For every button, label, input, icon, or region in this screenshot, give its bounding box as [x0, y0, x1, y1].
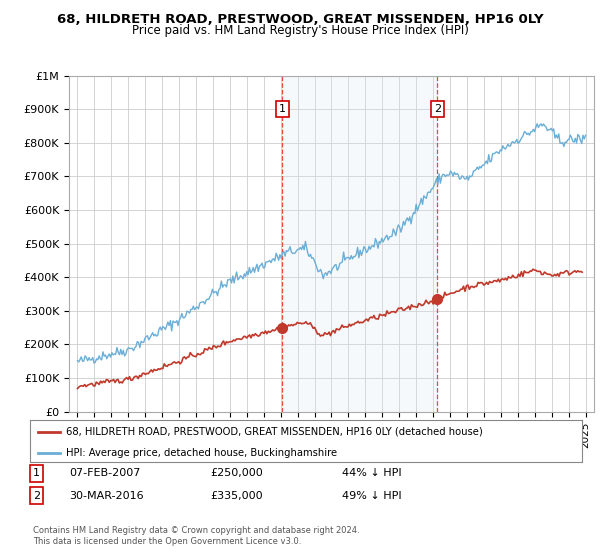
Text: 44% ↓ HPI: 44% ↓ HPI — [342, 468, 401, 478]
Text: Contains HM Land Registry data © Crown copyright and database right 2024.
This d: Contains HM Land Registry data © Crown c… — [33, 526, 359, 546]
Text: 49% ↓ HPI: 49% ↓ HPI — [342, 491, 401, 501]
Text: 68, HILDRETH ROAD, PRESTWOOD, GREAT MISSENDEN, HP16 0LY (detached house): 68, HILDRETH ROAD, PRESTWOOD, GREAT MISS… — [66, 427, 482, 437]
Text: 30-MAR-2016: 30-MAR-2016 — [69, 491, 143, 501]
Text: 1: 1 — [279, 104, 286, 114]
Text: HPI: Average price, detached house, Buckinghamshire: HPI: Average price, detached house, Buck… — [66, 448, 337, 458]
Text: £335,000: £335,000 — [210, 491, 263, 501]
Text: 1: 1 — [33, 468, 40, 478]
Text: £250,000: £250,000 — [210, 468, 263, 478]
Text: Price paid vs. HM Land Registry's House Price Index (HPI): Price paid vs. HM Land Registry's House … — [131, 24, 469, 38]
Text: 2: 2 — [434, 104, 441, 114]
Text: 68, HILDRETH ROAD, PRESTWOOD, GREAT MISSENDEN, HP16 0LY: 68, HILDRETH ROAD, PRESTWOOD, GREAT MISS… — [56, 13, 544, 26]
Text: 07-FEB-2007: 07-FEB-2007 — [69, 468, 140, 478]
Bar — [283, 76, 437, 412]
Text: 2: 2 — [33, 491, 40, 501]
